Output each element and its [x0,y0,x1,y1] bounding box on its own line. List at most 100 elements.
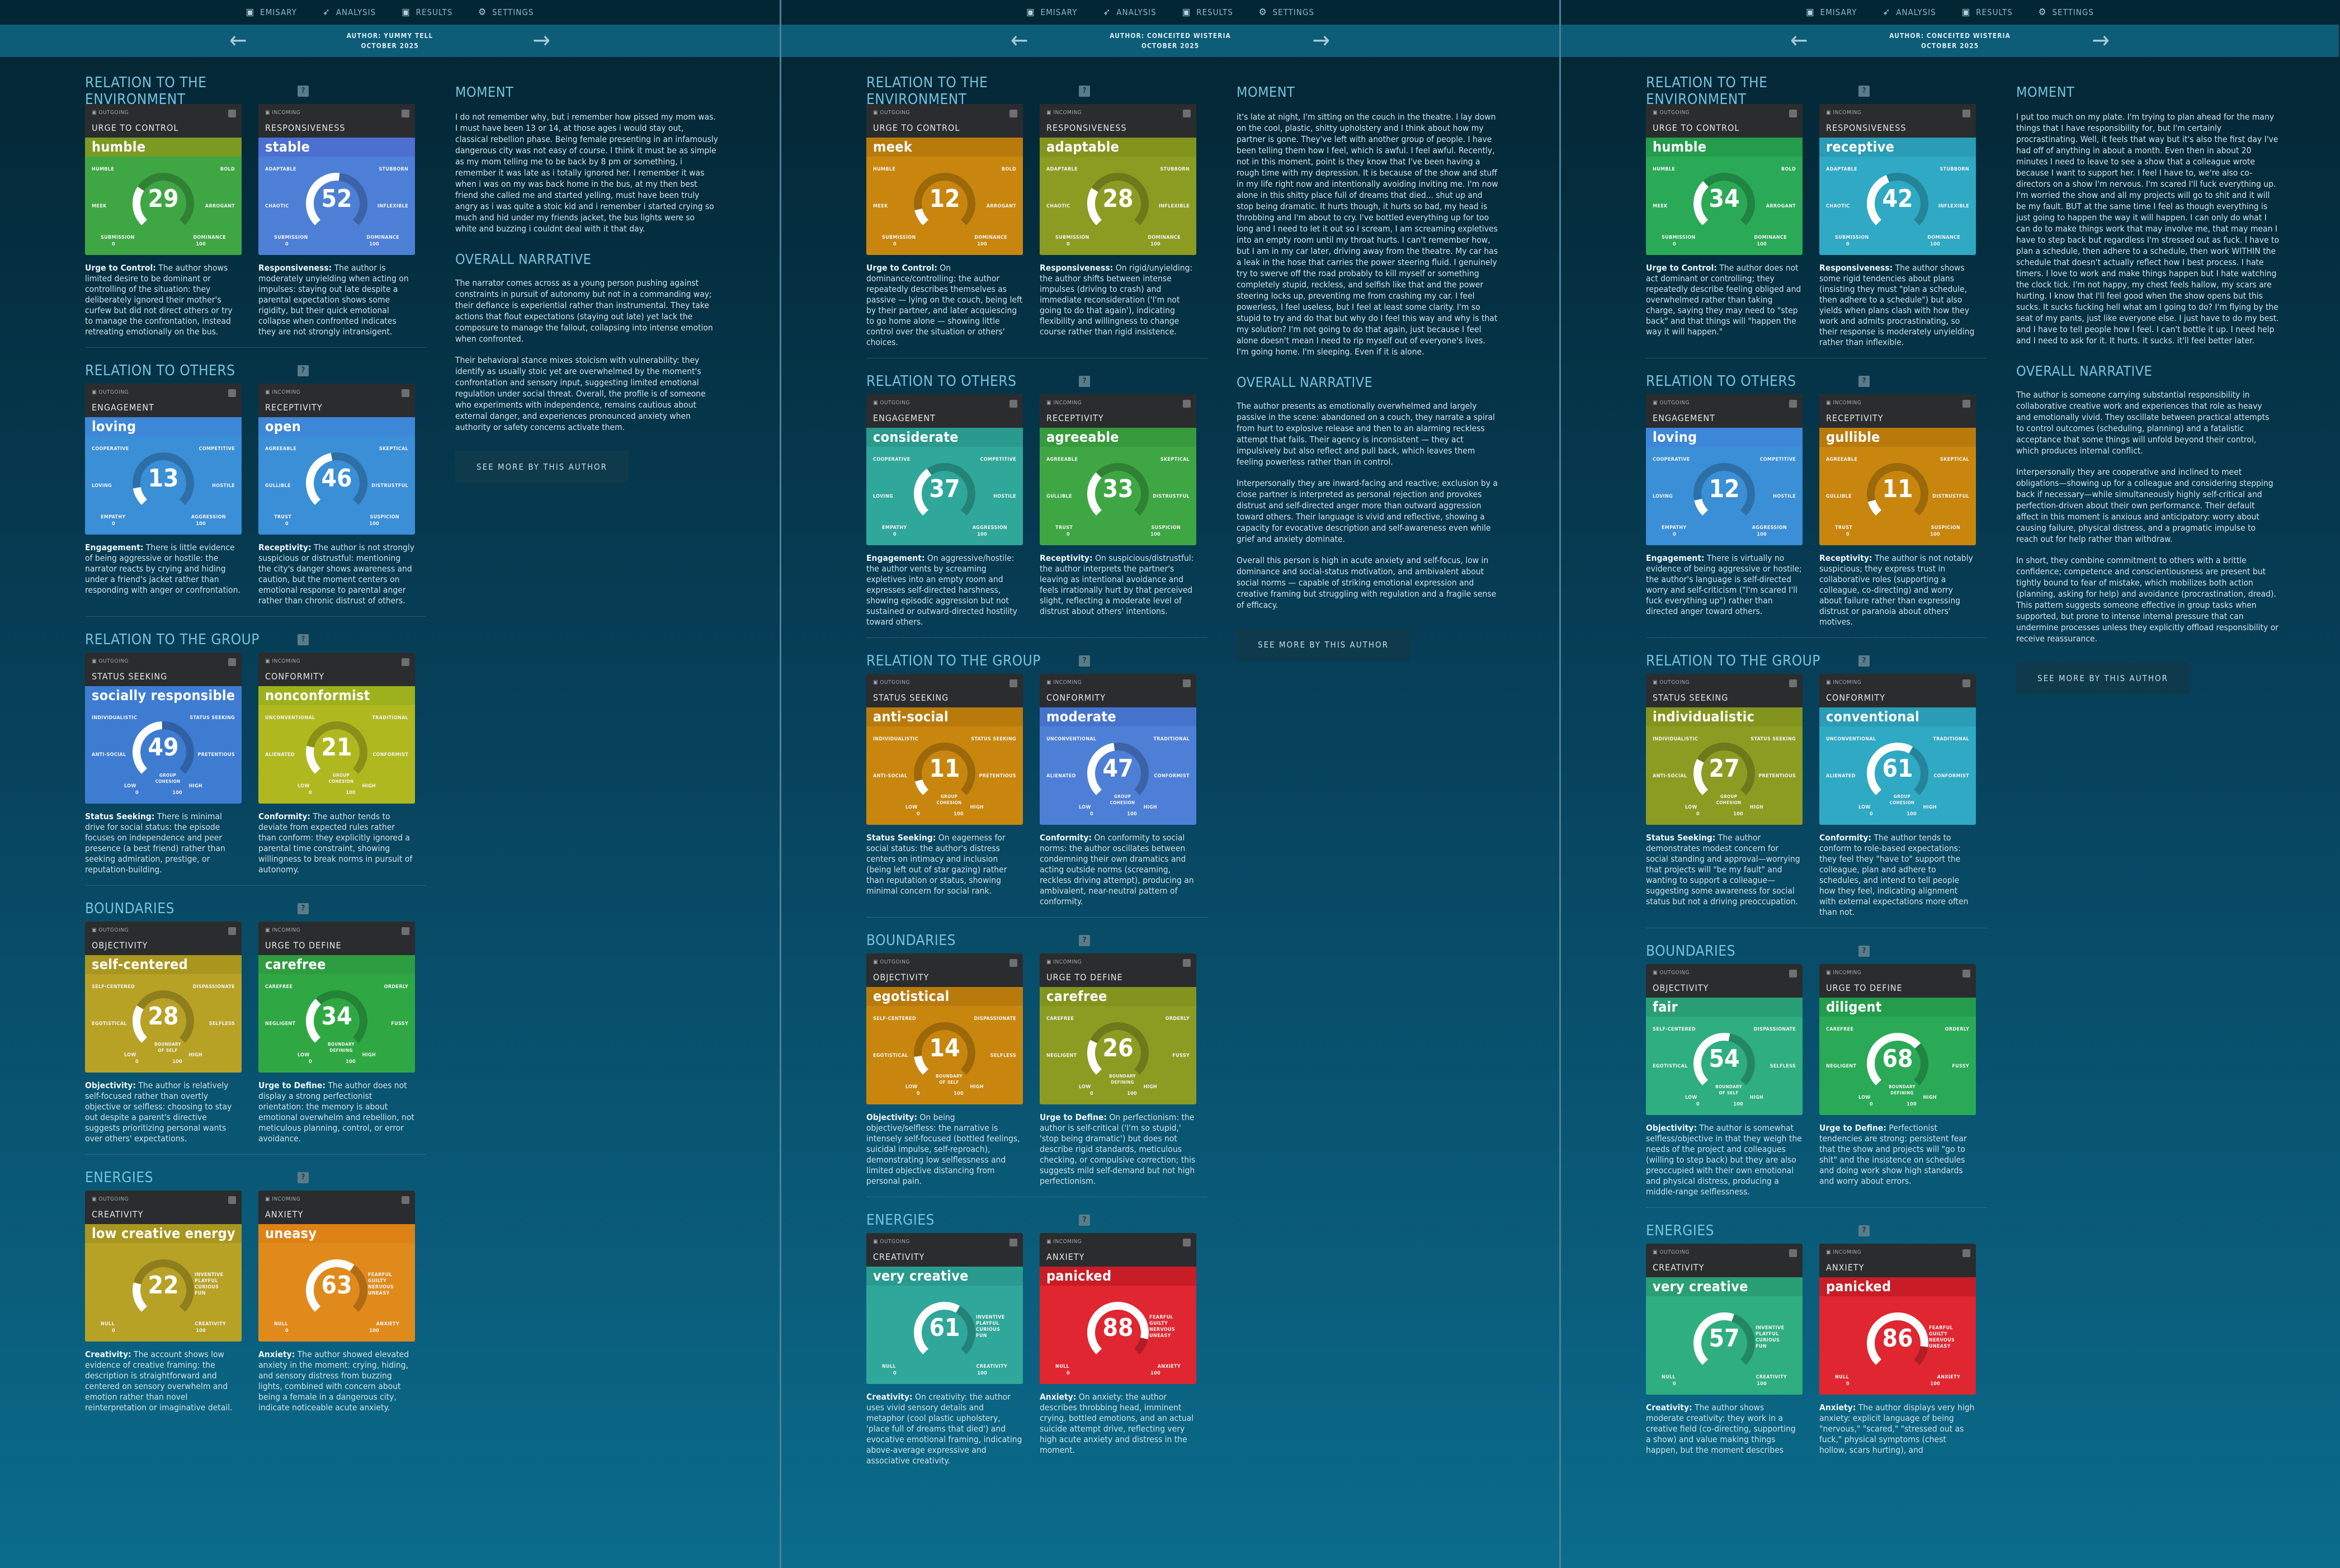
nav-item-analysis[interactable]: ➶ ANALYSIS [323,7,376,18]
help-icon[interactable]: ? [298,634,309,645]
help-icon[interactable]: ? [298,1172,309,1183]
trait-card[interactable]: ▣ INCOMING CONFORMITY conventional 61 UNCONV… [1819,674,1976,825]
help-icon[interactable] [402,389,409,397]
trait-card[interactable]: ▣ OUTGOING URGE TO CONTROL humble 29 HUMBLE B… [85,104,242,255]
help-icon[interactable] [1183,1239,1191,1246]
author-name[interactable]: AUTHOR: CONCEITED WISTERIA [1110,32,1231,40]
help-icon[interactable] [1183,110,1191,117]
nav-item-settings[interactable]: ⚙ SETTINGS [1259,7,1314,18]
next-arrow-icon[interactable]: → [2092,26,2110,54]
help-icon[interactable] [1962,1249,1970,1257]
trait-card[interactable]: ▣ INCOMING RESPONSIVENESS adaptable 28 ADAPT… [1040,104,1196,255]
trait-card[interactable]: ▣ INCOMING ANXIETY panicked 86 FEARFUL GUILT… [1819,1244,1976,1395]
trait-card[interactable]: ▣ INCOMING RESPONSIVENESS stable 52 ADAPTABL… [258,104,415,255]
help-icon[interactable] [228,1196,236,1204]
help-icon[interactable] [1009,959,1017,967]
help-icon[interactable] [1183,959,1191,967]
help-icon[interactable] [228,658,236,666]
help-icon[interactable] [228,389,236,397]
help-icon[interactable] [402,658,409,666]
help-icon[interactable]: ? [1079,935,1090,946]
prev-arrow-icon[interactable]: ← [1011,26,1029,54]
nav-item-emisary[interactable]: ▣ EMISARY [1806,7,1857,18]
nav-item-analysis[interactable]: ➶ ANALYSIS [1883,7,1936,18]
trait-card[interactable]: ▣ INCOMING CONFORMITY nonconformist 21 UNCON… [258,653,415,804]
nav-item-settings[interactable]: ⚙ SETTINGS [478,7,534,18]
trait-card[interactable]: ▣ INCOMING ANXIETY uneasy 63 FEARFUL GUILTY … [258,1191,415,1342]
trait-card[interactable]: ▣ OUTGOING STATUS SEEKING anti-social 11 IND… [866,674,1023,825]
trait-card[interactable]: ▣ OUTGOING CREATIVITY very creative 57 INVEN… [1646,1244,1803,1395]
trait-card[interactable]: ▣ OUTGOING OBJECTIVITY self-centered 28 SELF… [85,922,242,1073]
nav-item-results[interactable]: ▣ RESULTS [402,7,452,18]
help-icon[interactable] [1789,679,1797,687]
trait-card[interactable]: ▣ OUTGOING ENGAGEMENT loving 12 COOPERATIVE C… [1646,394,1803,545]
help-icon[interactable]: ? [298,903,309,914]
help-icon[interactable] [1009,679,1017,687]
help-icon[interactable] [1789,400,1797,408]
trait-card[interactable]: ▣ OUTGOING ENGAGEMENT loving 13 COOPERATIVE C… [85,384,242,535]
help-icon[interactable] [402,927,409,935]
help-icon[interactable] [228,927,236,935]
help-icon[interactable]: ? [1079,86,1090,97]
author-name[interactable]: AUTHOR: CONCEITED WISTERIA [1889,32,2011,40]
help-icon[interactable]: ? [1079,655,1090,667]
help-icon[interactable] [402,1196,409,1204]
help-icon[interactable] [1789,970,1797,977]
help-icon[interactable] [1962,679,1970,687]
help-icon[interactable] [1789,1249,1797,1257]
help-icon[interactable] [1962,970,1970,977]
help-icon[interactable] [402,110,409,117]
help-icon[interactable] [1009,1239,1017,1246]
help-icon[interactable] [1183,400,1191,408]
trait-card[interactable]: ▣ OUTGOING STATUS SEEKING individualistic 2… [1646,674,1803,825]
nav-item-emisary[interactable]: ▣ EMISARY [246,7,297,18]
nav-item-emisary[interactable]: ▣ EMISARY [1026,7,1077,18]
help-icon[interactable] [228,110,236,117]
nav-item-settings[interactable]: ⚙ SETTINGS [2039,7,2094,18]
trait-card[interactable]: ▣ INCOMING CONFORMITY moderate 47 UNCONVENTI… [1040,674,1196,825]
help-icon[interactable]: ? [1858,86,1870,97]
help-icon[interactable]: ? [1858,376,1870,387]
trait-card[interactable]: ▣ INCOMING URGE TO DEFINE carefree 26 CAREFR… [1040,953,1196,1104]
trait-card[interactable]: ▣ INCOMING RESPONSIVENESS receptive 42 ADAPT… [1819,104,1976,255]
see-more-button[interactable]: SEE MORE BY THIS AUTHOR [2016,662,2190,695]
trait-card[interactable]: ▣ OUTGOING STATUS SEEKING socially respons… [85,653,242,804]
see-more-button[interactable]: SEE MORE BY THIS AUTHOR [455,451,629,483]
trait-card[interactable]: ▣ INCOMING RECEPTIVITY agreeable 33 AGREEABL… [1040,394,1196,545]
trait-card[interactable]: ▣ OUTGOING URGE TO CONTROL humble 34 HUMBLE B… [1646,104,1803,255]
see-more-button[interactable]: SEE MORE BY THIS AUTHOR [1237,629,1410,661]
help-icon[interactable] [1962,400,1970,408]
trait-card[interactable]: ▣ OUTGOING CREATIVITY very creative 61 INVEN… [866,1233,1023,1384]
trait-card[interactable]: ▣ OUTGOING OBJECTIVITY egotistical 14 SELF-C… [866,953,1023,1104]
trait-card[interactable]: ▣ INCOMING URGE TO DEFINE carefree 34 CAREFR… [258,922,415,1073]
trait-card[interactable]: ▣ INCOMING ANXIETY panicked 88 FEARFUL GUILT… [1040,1233,1196,1384]
trait-card[interactable]: ▣ OUTGOING OBJECTIVITY fair 54 SELF-CENTERED… [1646,964,1803,1115]
trait-card[interactable]: ▣ OUTGOING CREATIVITY low creative energy 2… [85,1191,242,1342]
help-icon[interactable]: ? [1858,1225,1870,1236]
help-icon[interactable]: ? [1858,946,1870,957]
help-icon[interactable] [1009,110,1017,117]
help-icon[interactable]: ? [1858,655,1870,667]
help-icon[interactable] [1183,679,1191,687]
help-icon[interactable] [1789,110,1797,117]
help-icon[interactable]: ? [298,86,309,97]
author-name[interactable]: AUTHOR: YUMMY TELL [346,32,433,40]
nav-item-results[interactable]: ▣ RESULTS [1182,7,1233,18]
prev-arrow-icon[interactable]: ← [1790,26,1808,54]
help-icon[interactable] [1009,400,1017,408]
help-icon[interactable] [1962,110,1970,117]
help-icon[interactable]: ? [1079,376,1090,387]
trait-card[interactable]: ▣ INCOMING URGE TO DEFINE diligent 68 CAREFR… [1819,964,1976,1115]
prev-arrow-icon[interactable]: ← [229,26,247,54]
nav-item-results[interactable]: ▣ RESULTS [1962,7,2013,18]
help-icon[interactable]: ? [298,365,309,376]
trait-card[interactable]: ▣ INCOMING RECEPTIVITY open 46 AGREEABLE SKEP… [258,384,415,535]
help-icon[interactable]: ? [1079,1215,1090,1226]
trait-card[interactable]: ▣ OUTGOING URGE TO CONTROL meek 12 HUMBLE BOL… [866,104,1023,255]
next-arrow-icon[interactable]: → [1312,26,1330,54]
card-header: ▣ OUTGOING CREATIVITY [1646,1244,1803,1277]
next-arrow-icon[interactable]: → [532,26,550,54]
trait-card[interactable]: ▣ OUTGOING ENGAGEMENT considerate 37 COOPERA… [866,394,1023,545]
nav-item-analysis[interactable]: ➶ ANALYSIS [1103,7,1156,18]
trait-card[interactable]: ▣ INCOMING RECEPTIVITY gullible 11 AGREEABLE… [1819,394,1976,545]
